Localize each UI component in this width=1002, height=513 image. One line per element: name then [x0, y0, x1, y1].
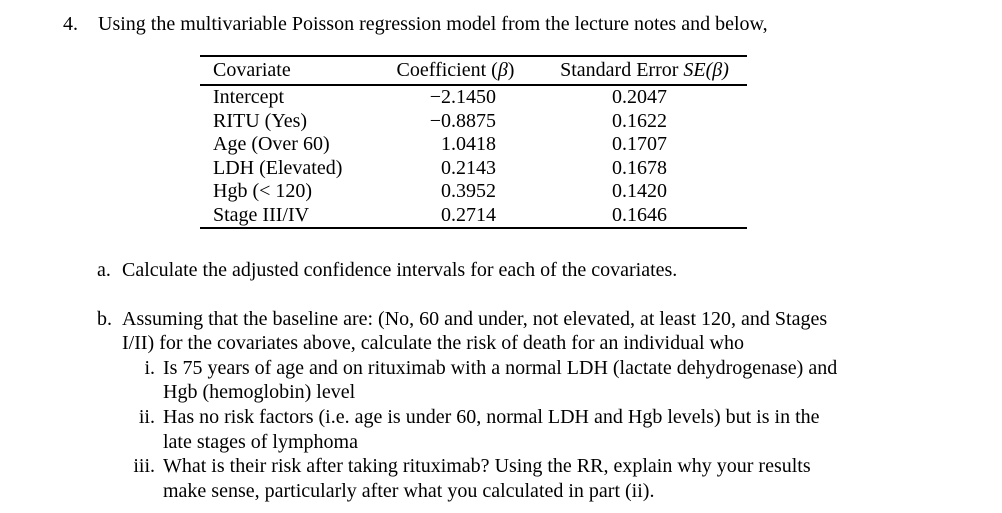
coefficient-cell: 1.0418 — [441, 133, 496, 156]
item-i-text: Is 75 years of age and on rituximab with… — [163, 356, 838, 404]
question-heading: 4. Using the multivariable Poisson regre… — [0, 0, 1002, 37]
sub-question-a-text: Calculate the adjusted confidence interv… — [122, 259, 678, 281]
item-iii-text: What is their risk after taking rituxima… — [163, 455, 811, 502]
sub-question-a: a. Calculate the adjusted confidence int… — [97, 258, 1002, 283]
header-coefficient-suffix: ) — [507, 59, 515, 81]
covariate-cell: RITU (Yes) — [213, 109, 308, 132]
se-cell: 0.1646 — [612, 203, 667, 226]
header-standard-error-prefix: Standard Error — [560, 59, 684, 81]
coefficient-cell: 0.2143 — [441, 156, 496, 179]
covariate-cell: Hgb (< 120) — [213, 180, 313, 203]
table-row: Hgb (< 120) 0.3952 0.1420 — [200, 180, 747, 204]
coefficient-cell: 0.3952 — [441, 180, 496, 203]
sub-question-b-item-iii: iii. What is their risk after taking rit… — [125, 454, 1002, 503]
coefficients-table: Covariate Coefficient (β) Standard Error… — [200, 55, 747, 229]
covariate-cell: Age (Over 60) — [213, 133, 330, 156]
item-ii-text: Has no risk factors (i.e. age is under 6… — [163, 405, 820, 453]
covariate-cell: Stage III/IV — [213, 203, 310, 226]
sub-questions: a. Calculate the adjusted confidence int… — [0, 258, 1002, 503]
covariate-cell: Intercept — [213, 86, 285, 109]
table-row: Stage III/IV 0.2714 0.1646 — [200, 204, 747, 229]
roman-numeral-iii: iii. — [133, 455, 155, 478]
header-coefficient-prefix: Coefficient ( — [396, 59, 498, 81]
sub-question-b-text: Assuming that the baseline are: (No, 60 … — [122, 307, 828, 355]
question-number: 4. — [63, 13, 78, 35]
sub-question-b-item-ii: ii. Has no risk factors (i.e. age is und… — [125, 405, 1002, 454]
sub-question-a-label: a. — [97, 259, 111, 281]
sub-question-b-label: b. — [97, 307, 112, 330]
header-standard-error: Standard Error SE(β) — [528, 56, 747, 86]
roman-numeral-ii: ii. — [138, 405, 155, 428]
covariate-cell: LDH (Elevated) — [213, 156, 343, 179]
sub-question-b: b. Assuming that the baseline are: (No, … — [97, 307, 1002, 356]
coefficient-cell: 0.2714 — [441, 203, 496, 226]
se-cell: 0.1678 — [612, 156, 667, 179]
se-cell: 0.1420 — [612, 180, 667, 203]
header-coefficient: Coefficient (β) — [383, 56, 528, 86]
coefficient-cell: −2.1450 — [429, 86, 496, 109]
sub-question-b-item-i: i. Is 75 years of age and on rituximab w… — [125, 356, 1002, 405]
se-cell: 0.2047 — [612, 86, 667, 109]
table-header-row: Covariate Coefficient (β) Standard Error… — [200, 56, 747, 86]
coefficient-cell: −0.8875 — [429, 109, 496, 132]
table-row: RITU (Yes) −0.8875 0.1622 — [200, 110, 747, 134]
paragraph-spacer — [0, 283, 1002, 307]
table-row: Intercept −2.1450 0.2047 — [200, 85, 747, 110]
header-covariate: Covariate — [200, 56, 383, 86]
table-row: LDH (Elevated) 0.2143 0.1678 — [200, 157, 747, 181]
se-beta-symbol: SE(β) — [683, 59, 729, 81]
roman-numeral-i: i. — [144, 356, 155, 379]
question-text: Using the multivariable Poisson regressi… — [98, 13, 768, 35]
se-cell: 0.1622 — [612, 109, 667, 132]
table-row: Age (Over 60) 1.0418 0.1707 — [200, 133, 747, 157]
beta-symbol: β — [497, 59, 508, 81]
se-cell: 0.1707 — [612, 133, 667, 156]
